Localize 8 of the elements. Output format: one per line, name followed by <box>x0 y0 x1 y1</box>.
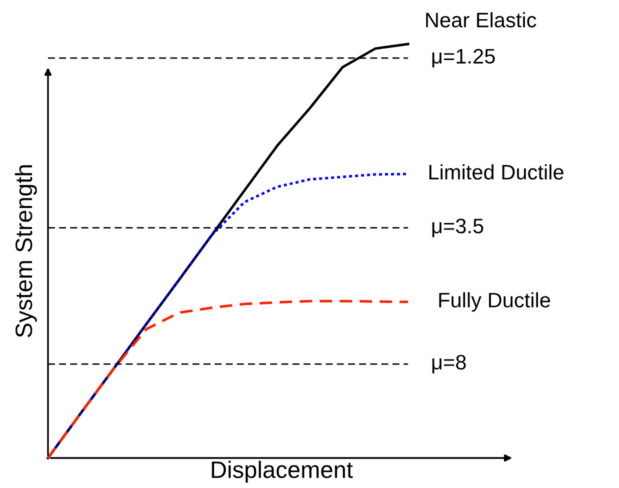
y-axis-title: System Strength <box>14 165 37 338</box>
series-label: Near Elastic <box>426 12 536 28</box>
series-label: Limited Ductile <box>429 164 564 180</box>
text: μ=3.5 <box>432 218 484 238</box>
text: μ=8 <box>432 354 466 374</box>
x-axis-title: Displacement <box>212 460 353 483</box>
text: μ=1.25 <box>432 48 495 68</box>
series-label: Fully Ductile <box>439 292 550 312</box>
